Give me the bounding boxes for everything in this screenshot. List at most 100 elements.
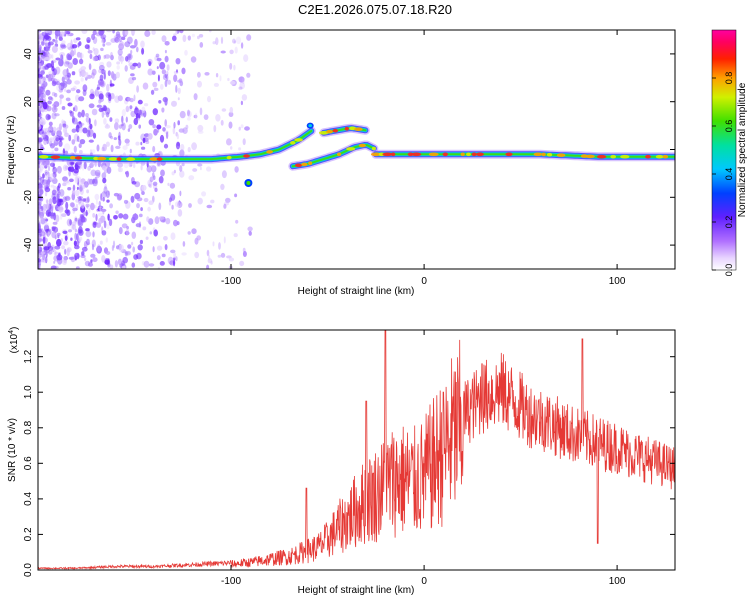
ridge-hotspot	[546, 152, 553, 157]
noise-speck	[51, 193, 56, 200]
noise-speck	[54, 172, 57, 179]
noise-speck	[81, 109, 85, 118]
noise-speck	[92, 213, 96, 218]
noise-speck	[93, 69, 96, 73]
y-tick-label: 1.2	[23, 349, 34, 363]
noise-speck	[131, 262, 136, 268]
noise-speck	[107, 213, 110, 221]
noise-speck	[135, 223, 142, 228]
ridge-stroke	[38, 129, 313, 161]
noise-speck	[199, 42, 204, 48]
noise-speck	[84, 260, 91, 267]
ridge-hotspot	[378, 152, 385, 157]
noise-speck	[51, 54, 54, 59]
noise-speck	[92, 132, 97, 139]
noise-speck	[74, 217, 78, 222]
noise-speck	[70, 39, 73, 48]
noise-speck	[141, 106, 146, 114]
noise-speck	[92, 36, 98, 44]
noise-speck	[40, 78, 44, 84]
noise-speck	[106, 61, 112, 68]
noise-speck	[140, 40, 145, 49]
noise-speck	[63, 126, 67, 134]
noise-speck	[106, 223, 110, 230]
noise-speck	[40, 70, 45, 75]
noise-speck	[48, 41, 54, 46]
noise-speck	[64, 132, 69, 138]
noise-speck	[45, 113, 51, 121]
noise-speck	[126, 226, 129, 230]
noise-speck	[173, 257, 176, 261]
noise-speck	[141, 261, 145, 266]
noise-speck	[89, 53, 93, 60]
noise-speck	[70, 166, 75, 173]
noise-speck	[80, 66, 87, 71]
noise-speck	[38, 221, 41, 229]
noise-speck	[100, 35, 105, 40]
noise-speck	[48, 121, 53, 127]
noise-speck	[170, 232, 176, 240]
noise-speck	[85, 76, 88, 81]
y-tick-label: 0.8	[23, 420, 34, 434]
noise-speck	[52, 196, 57, 205]
noise-speck	[39, 209, 45, 215]
noise-speck	[54, 30, 61, 37]
noise-speck	[177, 97, 180, 101]
noise-speck	[85, 242, 91, 246]
noise-speck	[71, 115, 75, 123]
noise-speck	[84, 257, 87, 262]
noise-speck	[59, 97, 62, 105]
colorbar: 0.0 0.2 0.4 0.6 0.8 Normalized spectral ampl…	[711, 29, 748, 276]
noise-speck	[161, 35, 167, 43]
ridge-hotspot	[655, 154, 664, 159]
noise-speck	[55, 137, 60, 142]
noise-speck	[51, 190, 58, 196]
noise-speck	[163, 236, 168, 241]
noise-speck	[135, 141, 140, 146]
noise-speck	[54, 139, 59, 143]
noise-speck	[175, 30, 178, 35]
noise-speck	[65, 97, 71, 102]
noise-speck	[74, 252, 80, 260]
noise-speck	[56, 185, 60, 191]
noise-speck	[179, 165, 183, 172]
noise-speck	[239, 260, 245, 267]
noise-speck	[103, 118, 107, 125]
noise-speck	[156, 124, 162, 130]
noise-speck	[40, 83, 46, 90]
noise-speck	[68, 134, 72, 142]
noise-speck	[77, 252, 80, 260]
noise-speck	[215, 114, 221, 122]
ridge-hotspot	[610, 154, 616, 159]
noise-speck	[212, 41, 216, 45]
noise-speck	[206, 166, 212, 172]
noise-speck	[156, 66, 159, 70]
noise-speck	[47, 100, 52, 105]
noise-speck	[67, 102, 73, 107]
noise-speck	[84, 44, 90, 50]
noise-speck	[46, 105, 52, 112]
noise-speck	[85, 113, 89, 117]
noise-speck	[143, 197, 149, 203]
noise-speck	[92, 221, 97, 228]
noise-speck	[115, 31, 121, 38]
noise-speck	[172, 126, 176, 135]
noise-speck	[168, 200, 171, 206]
ridge-main-track	[38, 126, 316, 164]
ridge-hotspot	[533, 152, 543, 157]
noise-speck	[121, 265, 126, 269]
x-tick-label: 0	[421, 576, 427, 587]
noise-speck	[129, 45, 136, 49]
noise-speck	[108, 132, 112, 139]
noise-speck	[38, 172, 41, 179]
noise-speck	[48, 198, 53, 206]
noise-speck	[115, 71, 120, 79]
noise-speck	[159, 261, 165, 266]
noise-speck	[137, 117, 140, 121]
noise-speck	[122, 213, 129, 220]
noise-speck	[40, 231, 46, 237]
noise-speck	[76, 240, 80, 247]
noise-speck	[144, 30, 151, 37]
noise-speck	[197, 197, 203, 205]
noise-speck	[169, 197, 172, 203]
